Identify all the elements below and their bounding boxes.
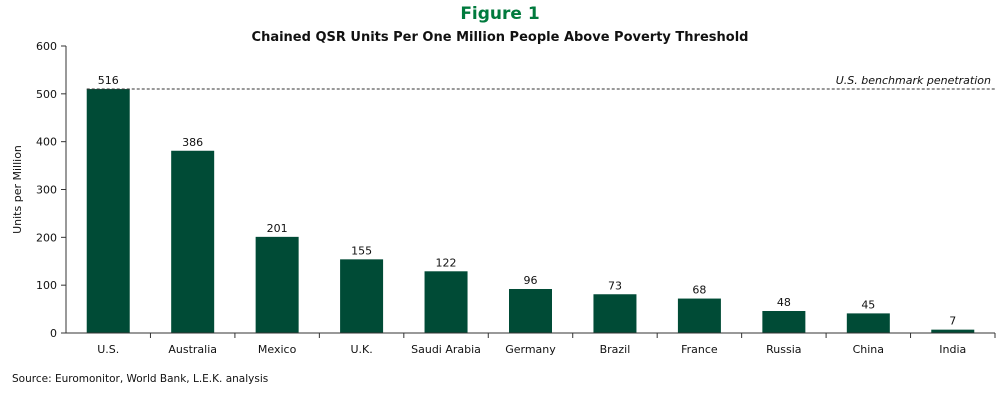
x-tick-label: China [853,343,884,356]
y-axis-label: Units per Million [11,145,24,234]
bar [762,310,806,333]
bar [931,329,975,333]
bar [424,271,468,333]
bar [677,298,721,333]
bar [846,313,890,333]
chart-title: Chained QSR Units Per One Million People… [251,30,749,45]
bar [509,288,552,333]
data-label: 155 [351,244,372,257]
x-axis: U.S. Australia Mexico U.K. Saudi Arabia Germa… [66,332,996,356]
data-label: 516 [98,74,119,87]
x-tick-label: Mexico [258,343,297,356]
y-tick-label: 500 [36,88,57,101]
x-tick-label: Germany [505,343,556,356]
data-label: 7 [949,315,956,328]
y-tick-label: 400 [36,136,57,149]
y-axis: 0 100 200 300 400 500 600 [36,40,67,340]
bar [86,89,130,333]
y-tick-label: 100 [36,279,57,292]
data-label: 122 [436,256,457,269]
y-tick-label: 600 [36,40,57,53]
y-tick-label: 0 [50,327,57,340]
x-tick-label: Australia [168,343,217,356]
data-label: 73 [608,279,622,292]
bar [171,150,215,333]
data-label: 201 [267,222,288,235]
x-tick-label: Russia [766,343,801,356]
y-tick-label: 300 [36,184,57,197]
bar [593,294,637,333]
x-tick-label: U.S. [97,343,119,356]
x-tick-label: France [681,343,718,356]
y-tick-label: 200 [36,231,57,244]
x-tick-label: Saudi Arabia [411,343,481,356]
benchmark-label: U.S. benchmark penetration [836,74,991,87]
data-label: 386 [182,136,203,149]
bars: 516 386 201 155 122 96 73 68 48 45 7 [86,74,975,333]
x-tick-label: Brazil [600,343,631,356]
x-tick-label: India [939,343,966,356]
bar [255,236,299,333]
data-label: 96 [524,274,538,287]
bar [340,259,384,333]
x-tick-label: U.K. [350,343,372,356]
source-note: Source: Euromonitor, World Bank, L.E.K. … [12,373,269,385]
data-label: 45 [861,298,875,311]
figure-label: Figure 1 [460,4,540,24]
data-label: 68 [692,284,706,297]
data-label: 48 [777,296,791,309]
